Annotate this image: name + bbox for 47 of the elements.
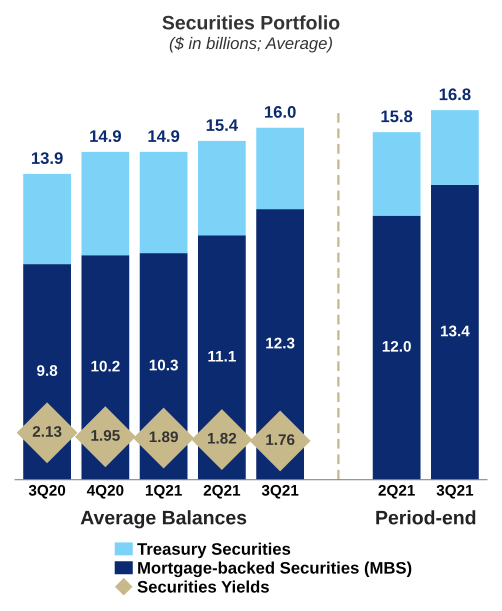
point <box>75 406 136 467</box>
bar <box>372 132 421 216</box>
bar <box>198 140 246 236</box>
data-label: 10.2 <box>91 360 120 372</box>
point <box>192 409 252 470</box>
total-label: 16.8 <box>440 88 471 100</box>
legend-label: Securities Yields <box>138 580 269 593</box>
legend-label: Treasury Securities <box>137 542 290 558</box>
data-label: 13.4 <box>440 326 470 336</box>
data-label: 1.76 <box>266 434 294 446</box>
total-label: 13.9 <box>32 152 63 164</box>
data-label: 2.13 <box>32 426 62 437</box>
text: Average Balances <box>80 510 246 528</box>
bar <box>431 184 479 480</box>
total-label: 15.4 <box>206 119 238 132</box>
legend-label: Mortgage-backed Securities (MBS) <box>138 562 412 578</box>
data-label: 12.0 <box>382 340 411 352</box>
data-label: 1.95 <box>91 430 120 441</box>
data-label: 1.82 <box>208 432 236 444</box>
point <box>133 408 194 468</box>
bar <box>372 216 421 480</box>
x-tick-label: 1Q21 <box>146 484 182 499</box>
data-label: 1.89 <box>150 431 178 442</box>
total-label: 14.9 <box>90 130 121 142</box>
bar <box>140 152 188 254</box>
chart-title: Securities Portfolio <box>162 15 340 30</box>
total-label: 16.0 <box>264 106 296 118</box>
bar <box>81 152 130 256</box>
point <box>16 402 78 463</box>
data-label: 9.8 <box>37 365 58 376</box>
total-label: 14.9 <box>148 130 180 142</box>
x-tick-label: 3Q21 <box>436 484 474 499</box>
text: Period-end <box>376 510 476 524</box>
data-label: 11.1 <box>208 351 236 362</box>
chart-subtitle: ($ in billions; Average) <box>170 36 332 52</box>
total-label: 15.8 <box>381 110 412 122</box>
x-tick-label: 3Q20 <box>28 484 66 499</box>
x-tick-label: 4Q20 <box>86 484 124 499</box>
data-label: 12.3 <box>266 338 294 348</box>
bar <box>23 174 71 264</box>
x-tick-label: 3Q21 <box>262 484 298 499</box>
point <box>250 410 310 472</box>
bar <box>256 128 304 210</box>
data-label: 10.3 <box>150 360 178 370</box>
x-tick-label: 2Q21 <box>378 484 415 499</box>
x-tick-label: 2Q21 <box>204 484 240 499</box>
bar <box>431 110 479 185</box>
